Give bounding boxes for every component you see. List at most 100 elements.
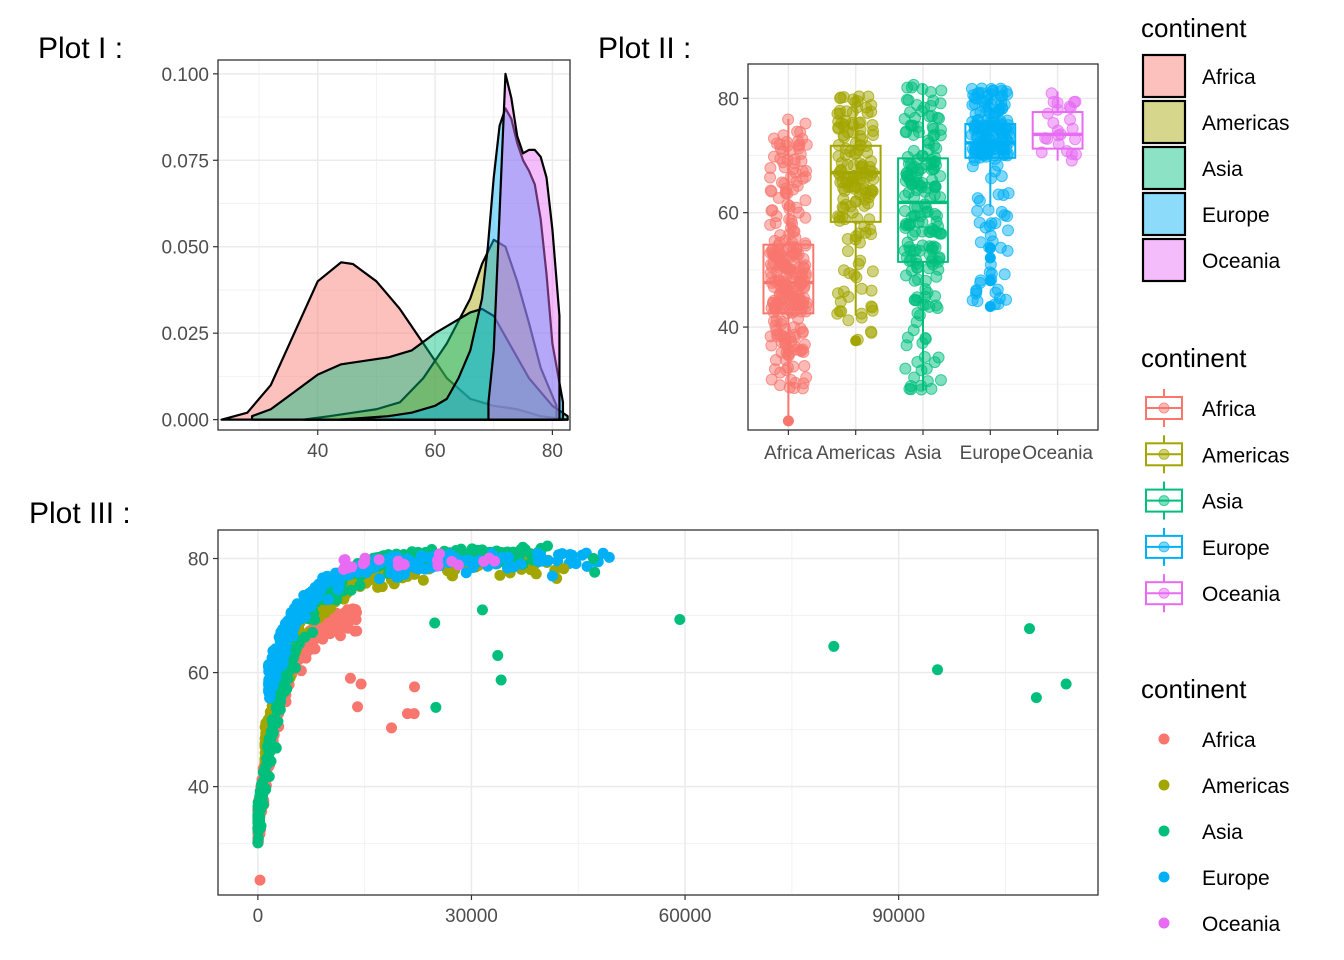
- jitter-point-asia: [926, 243, 939, 256]
- jitter-point-europe: [985, 217, 998, 230]
- plot-3-y-tick-label: 80: [188, 550, 209, 571]
- scatter-point-europe: [264, 681, 276, 693]
- jitter-point-europe: [1002, 224, 1015, 237]
- scatter-point-asia: [299, 631, 311, 643]
- jitter-point-americas: [849, 195, 862, 208]
- jitter-point-africa: [770, 249, 783, 262]
- jitter-point-europe: [968, 98, 981, 111]
- jitter-point-africa: [770, 210, 783, 223]
- scatter-point-africa: [254, 874, 266, 886]
- legend-box-point: [1158, 402, 1170, 414]
- legend-point-key-europe: [1158, 871, 1170, 883]
- jitter-point-africa: [799, 194, 812, 207]
- legend-point-label: Asia: [1202, 821, 1243, 844]
- scatter-point-europe: [332, 574, 344, 586]
- scatter-point-asia: [261, 753, 273, 765]
- legend-fill-label: Americas: [1202, 112, 1290, 135]
- jitter-point-africa: [797, 261, 810, 274]
- legend-box-label: Africa: [1202, 398, 1256, 421]
- jitter-point-africa: [783, 381, 796, 394]
- scatter-point-asia: [476, 604, 488, 616]
- jitter-point-asia: [916, 225, 929, 238]
- jitter-point-asia: [908, 371, 921, 384]
- jitter-point-americas: [838, 131, 851, 144]
- boxplot-outlier: [984, 300, 996, 312]
- jitter-point-africa: [764, 171, 777, 184]
- jitter-point-asia: [927, 224, 940, 237]
- jitter-point-americas: [862, 197, 875, 210]
- plot-3-x-tick-label: 60000: [659, 906, 712, 927]
- scatter-point-asia: [345, 584, 357, 596]
- jitter-point-europe: [995, 170, 1008, 183]
- scatter-point-europe: [603, 551, 615, 563]
- scatter-point-oceania: [373, 554, 385, 566]
- legend-box-title: continent: [1141, 343, 1247, 373]
- jitter-point-asia: [906, 178, 919, 191]
- jitter-point-asia: [899, 126, 912, 139]
- jitter-point-asia: [899, 362, 912, 375]
- plot-2-y-tick-label: 60: [718, 204, 739, 225]
- boxplot-box-oceania: [1031, 111, 1084, 150]
- legend-fill-key-europe: [1141, 191, 1187, 237]
- plot-3-x-tick-label: 30000: [445, 906, 498, 927]
- jitter-point-asia: [932, 263, 945, 276]
- jitter-point-africa: [790, 201, 803, 214]
- jitter-point-asia: [916, 239, 929, 252]
- jitter-point-asia: [905, 81, 918, 94]
- scatter-point-asia: [253, 813, 265, 825]
- jitter-point-asia: [919, 332, 932, 345]
- scatter-point-europe: [301, 602, 313, 614]
- jitter-point-africa: [772, 191, 785, 204]
- plot-2-panel: 40 60 80 Africa Americas Asia Europe Oceania: [718, 63, 1099, 464]
- jitter-point-asia: [925, 382, 938, 395]
- scatter-point-asia: [466, 543, 478, 555]
- scatter-point-africa: [330, 624, 342, 636]
- jitter-point-africa: [795, 345, 808, 358]
- jitter-point-americas: [855, 307, 868, 320]
- scatter-point-asia: [288, 646, 300, 658]
- boxplot-box-americas: [829, 144, 882, 223]
- scatter-point-asia: [267, 728, 279, 740]
- jitter-point-asia: [934, 374, 947, 387]
- plot-1-y-tick-label: 0.025: [161, 324, 209, 345]
- jitter-point-asia: [908, 274, 921, 287]
- plot-1-y-tick-label: 0.050: [161, 238, 209, 259]
- jitter-point-africa: [799, 170, 812, 183]
- legend-box: continent Africa Americas Asia Europe Oceani…: [1141, 343, 1290, 613]
- jitter-point-africa: [774, 366, 787, 379]
- jitter-point-europe: [971, 192, 984, 205]
- jitter-point-africa: [774, 229, 787, 242]
- jitter-point-africa: [785, 287, 798, 300]
- jitter-point-africa: [781, 263, 794, 276]
- scatter-point-europe: [274, 635, 286, 647]
- boxplot-box-asia: [897, 157, 949, 263]
- plot-2-title: Plot II :: [598, 32, 691, 65]
- scatter-point-asia: [674, 614, 686, 626]
- scatter-point-europe: [566, 549, 578, 561]
- jitter-point-asia: [928, 207, 941, 220]
- scatter-point-asia: [263, 771, 275, 783]
- jitter-point-americas: [854, 254, 867, 267]
- scatter-point-europe: [419, 563, 431, 575]
- jitter-point-africa: [784, 145, 797, 158]
- legend-fill-key-americas: [1141, 99, 1187, 145]
- scatter-point-asia: [282, 673, 294, 685]
- jitter-point-europe: [1000, 293, 1013, 306]
- scatter-point-europe: [502, 551, 514, 563]
- plot-2-y-tick-label: 40: [718, 318, 739, 339]
- plot-3-border: [217, 529, 1099, 896]
- jitter-point-asia: [932, 112, 945, 125]
- scatter-point-africa: [344, 672, 356, 684]
- scatter-point-asia: [541, 540, 553, 552]
- scatter-point-europe: [507, 561, 519, 573]
- jitter-point-africa: [795, 155, 808, 168]
- legend-box-point: [1158, 448, 1170, 460]
- legend-point-key-oceania: [1158, 917, 1170, 929]
- scatter-point-asia: [588, 553, 600, 565]
- jitter-point-asia: [920, 362, 933, 375]
- density-oceania: [487, 72, 561, 421]
- jitter-point-africa: [793, 299, 806, 312]
- scatter-point-asia: [354, 579, 366, 591]
- scatter-point-africa: [401, 708, 413, 720]
